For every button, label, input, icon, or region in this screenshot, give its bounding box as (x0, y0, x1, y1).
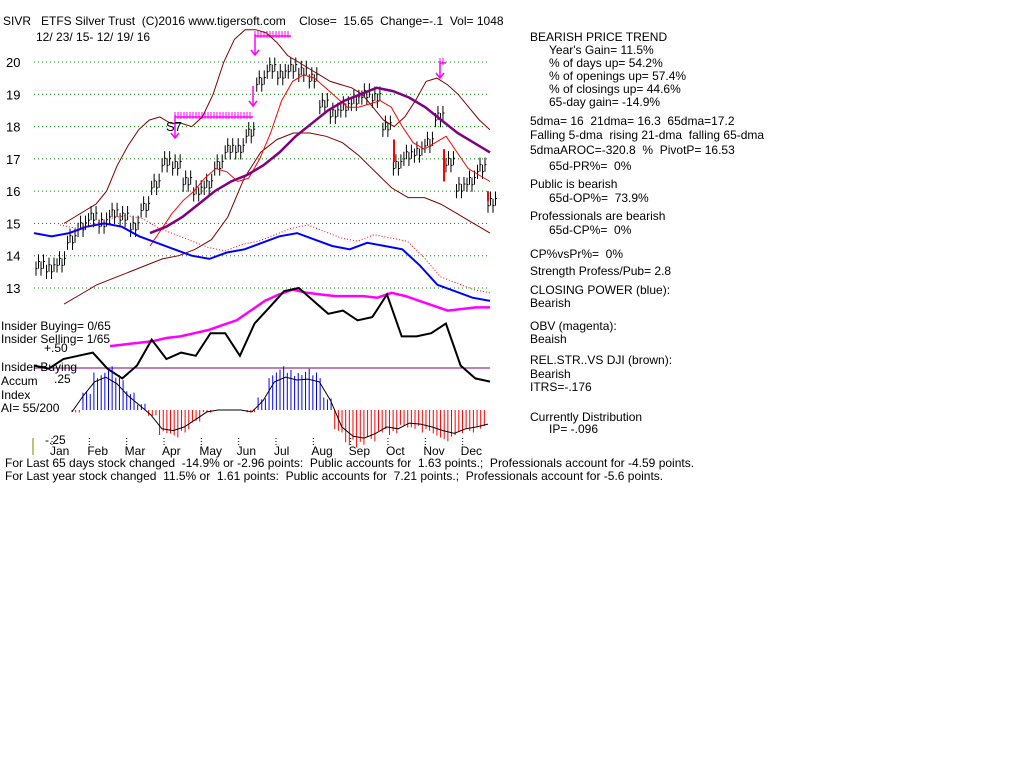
footer-65day: For Last 65 days stock changed -14.9% or… (5, 456, 695, 470)
lower_band-line (63, 132, 491, 305)
x-month-label: Nov (423, 444, 444, 458)
plus50-label: +.50 (44, 341, 68, 355)
openings-up: % of openings up= 57.4% (549, 69, 687, 83)
years-gain: Year's Gain= 11.5% (549, 43, 654, 57)
cp-65d: 65d-CP%= 0% (549, 223, 632, 237)
y-tick-label: 19 (6, 87, 20, 102)
ip-value: IP= -.096 (549, 422, 599, 436)
x-month-label: Jan (50, 444, 69, 458)
signal-arrow-head (170, 132, 180, 140)
closing_power-line (59, 214, 491, 294)
minus25-label: -.25 (45, 433, 66, 447)
x-month-label: Apr (162, 444, 181, 458)
insider-selling-label: Insider Selling= 1/65 (1, 332, 111, 346)
x-month-label: Aug (311, 444, 332, 458)
relstr-title: REL.STR..VS DJI (brown): (530, 353, 673, 367)
obv-title: OBV (magenta): (530, 319, 617, 333)
y-tick-label: 15 (6, 216, 20, 231)
date-range: 12/ 23/ 15- 12/ 19/ 16 (36, 30, 151, 44)
x-month-label: Feb (87, 444, 108, 458)
closing_power-line (33, 222, 491, 302)
closing-power-state: Bearish (530, 296, 571, 310)
itrs-value: ITRS=-.176 (530, 380, 592, 394)
signal-label-s7: S7 (166, 119, 182, 134)
strength-ratio: Strength Profess/Pub= 2.8 (530, 264, 672, 278)
upper_band-line (63, 29, 491, 224)
y-tick-label: 20 (6, 55, 20, 70)
closing-power-title: CLOSING POWER (blue): (530, 283, 671, 297)
x-month-label: Dec (461, 444, 482, 458)
relstr-line (33, 286, 491, 383)
accum-label: Accum (1, 374, 38, 388)
x-month-label: Jul (274, 444, 289, 458)
professionals-title: Professionals are bearish (530, 209, 666, 223)
days-up: % of days up= 54.2% (549, 56, 663, 70)
closings-up: % of closings up= 44.6% (549, 82, 681, 96)
pr-65d: 65d-PR%= 0% (549, 159, 632, 173)
signal-arrow-head (435, 72, 445, 80)
x-month-label: Jun (237, 444, 256, 458)
signal-arrow-head (248, 100, 258, 108)
chart-header: SIVR ETFS Silver Trust (C)2016 www.tiger… (3, 14, 504, 28)
y-tick-label: 13 (6, 281, 20, 296)
dma-values: 5dma= 16 21dma= 16.3 65dma=17.2 (530, 114, 735, 128)
dma-trend: Falling 5-dma rising 21-dma falling 65-d… (530, 128, 765, 142)
x-month-label: Sep (349, 444, 371, 458)
accum-ma-line (71, 376, 489, 439)
plus25-label: .25 (54, 372, 71, 386)
index-label: Index (1, 388, 31, 402)
cp-vs-pr: CP%vsPr%= 0% (530, 247, 624, 261)
relstr-state: Bearish (530, 367, 571, 381)
y-tick-label: 17 (6, 152, 20, 167)
gain-65day: 65-day gain= -14.9% (549, 95, 661, 109)
insider-buying-label: Insider Buying= 0/65 (1, 319, 111, 333)
y-tick-label: 18 (6, 120, 20, 135)
x-month-label: Oct (386, 444, 405, 458)
ma65-line (149, 86, 491, 235)
public-title: Public is bearish (530, 177, 618, 191)
x-month-label: Mar (125, 444, 146, 458)
distribution-title: Currently Distribution (530, 410, 643, 424)
aroc-pivot: 5dmaAROC=-320.8 % PivotP= 16.53 (530, 143, 735, 157)
footer-year: For Last year stock changed 11.5% or 1.6… (5, 469, 664, 483)
obv-line (109, 288, 490, 348)
op-65d: 65d-OP%= 73.9% (549, 191, 649, 205)
obv-state: Beaish (530, 332, 567, 346)
y-tick-label: 16 (6, 184, 20, 199)
trend-title: BEARISH PRICE TREND (530, 30, 668, 44)
insider-buying-label-2: Insider Buying (1, 360, 78, 374)
ai-label: AI= 55/200 (1, 401, 60, 415)
signal-arrow-head (250, 49, 260, 57)
y-tick-label: 14 (6, 249, 20, 264)
x-month-label: May (199, 444, 222, 458)
ma21-line (149, 74, 491, 247)
